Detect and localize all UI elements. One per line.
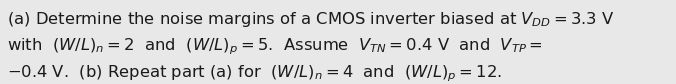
Text: with  $(W/L)_n = 2$  and  $(W/L)_p = 5$.  Assume  $V_{TN} = 0.4$ V  and  $V_{TP}: with $(W/L)_n = 2$ and $(W/L)_p = 5$. As…: [7, 37, 542, 57]
Text: $-0.4$ V.  (b) Repeat part (a) for  $(W/L)_n = 4$  and  $(W/L)_p = 12.$: $-0.4$ V. (b) Repeat part (a) for $(W/L)…: [7, 63, 502, 84]
Text: (a) Determine the noise margins of a CMOS inverter biased at $V_{DD} = 3.3$ V: (a) Determine the noise margins of a CMO…: [7, 10, 614, 29]
